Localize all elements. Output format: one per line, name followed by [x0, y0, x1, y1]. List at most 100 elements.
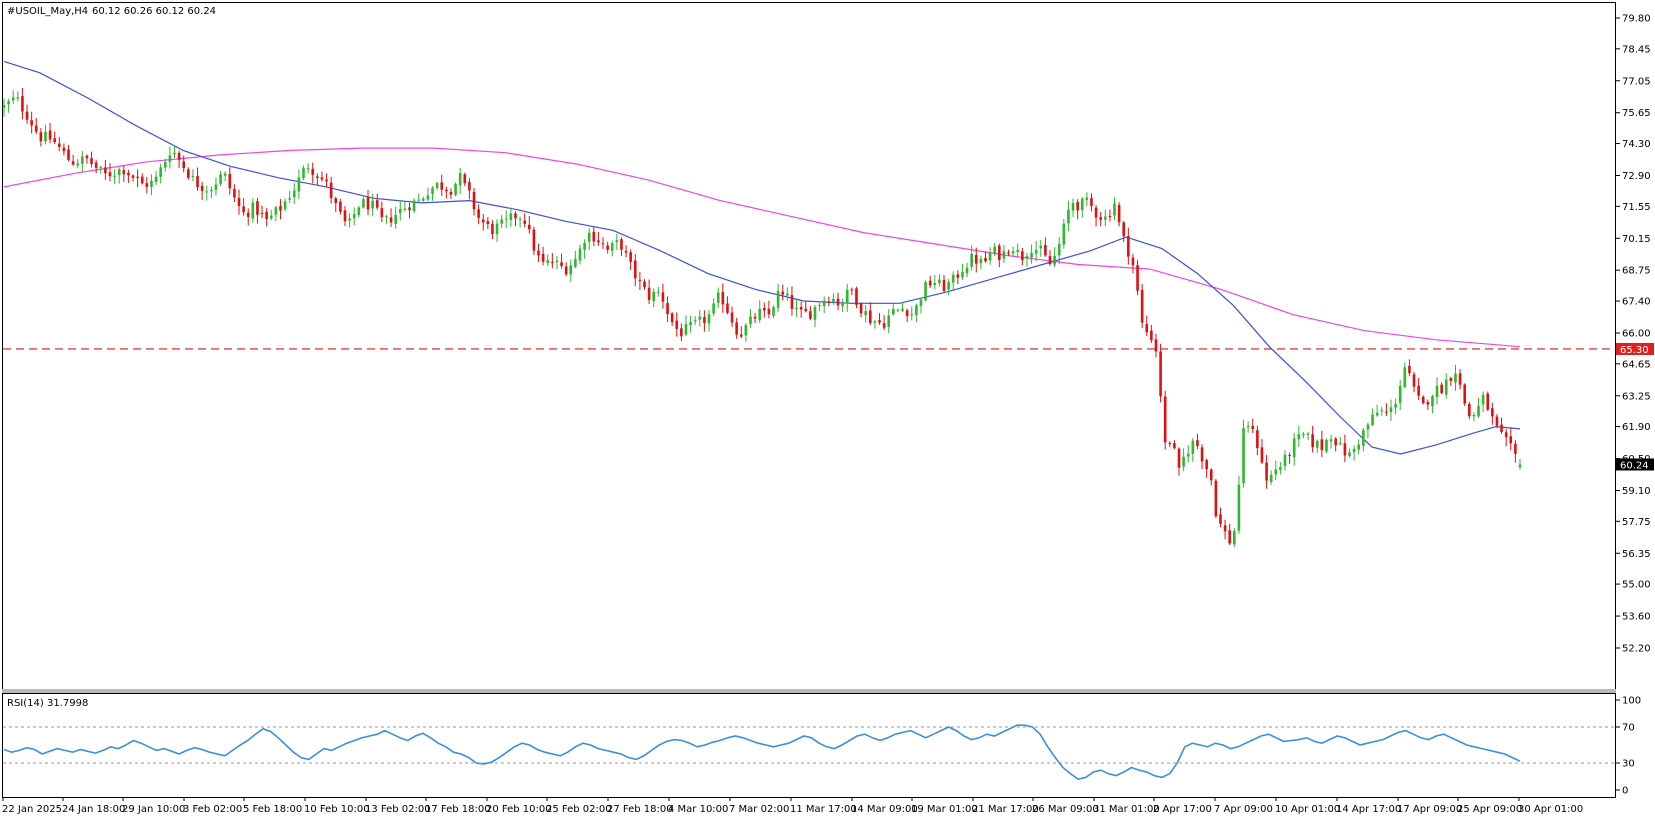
candle-body-bull [1057, 243, 1061, 256]
candle-body-bull [744, 325, 748, 336]
candle-body-bear [882, 323, 886, 328]
candle-body-bear [1209, 469, 1213, 481]
candle-body-bear [1468, 403, 1471, 417]
candle-body-bear [408, 207, 411, 211]
candle-body-bull [1380, 410, 1384, 412]
candle-body-bear [67, 149, 70, 161]
candle-body-bear [638, 279, 642, 281]
candle-body-bear [25, 111, 29, 120]
candle-body-bull [1067, 209, 1070, 224]
candle-body-bull [163, 161, 167, 168]
candle-body-bull [357, 207, 361, 215]
candle-body-bull [1242, 428, 1245, 484]
candle-body-bull [205, 191, 209, 193]
price-tick-label: 60.50 [1622, 454, 1651, 465]
candle-body-bear [1228, 530, 1232, 544]
candle-body-bull [684, 323, 688, 335]
rsi-axis[interactable]: 100 70 30 0 [1616, 696, 1641, 797]
candle-body-bull [398, 209, 402, 214]
candle-body-bear [1145, 323, 1149, 333]
candle-body-bear [735, 322, 738, 335]
candle-body-bear [666, 302, 669, 315]
price-tick-label: 59.10 [1622, 486, 1651, 497]
price-axis[interactable]: 79.80 78.45 77.05 75.65 74.30 72.90 71.55 70.15… [1616, 14, 1651, 655]
candle-body-bull [864, 311, 867, 315]
candles-group [2, 88, 1522, 548]
time-tick-label: 4 Mar 10:00 [668, 804, 728, 815]
current-price-marker [1616, 458, 1654, 471]
candle-body-bull [979, 258, 983, 264]
price-tick-label: 66.00 [1622, 329, 1651, 340]
candle-body-bear [1440, 384, 1443, 393]
candle-body-bear [246, 212, 250, 217]
candle-body-bear [670, 313, 674, 323]
candle-body-bull [288, 198, 291, 200]
candle-body-bear [122, 170, 126, 175]
candle-body-bear [260, 213, 264, 215]
time-tick-label: 14 Apr 17:00 [1336, 804, 1401, 815]
candle-body-bear [237, 198, 241, 207]
symbol-label: #USOIL_May,H4 [7, 6, 88, 17]
candle-body-bear [1127, 235, 1130, 257]
rsi-pane-frame[interactable] [2, 693, 1616, 798]
candle-body-bear [48, 130, 52, 140]
candle-body-bull [689, 321, 692, 326]
candle-body-bear [1163, 396, 1167, 443]
candle-body-bear [343, 210, 347, 222]
candle-body-bear [790, 295, 794, 309]
candle-body-bear [624, 250, 628, 253]
pane-separator[interactable] [2, 689, 1616, 693]
candle-body-bear [380, 208, 384, 218]
candle-body-bear [850, 289, 854, 291]
candle-body-bear [1007, 252, 1010, 254]
candle-body-bull [1472, 415, 1476, 417]
candle-body-bull [795, 307, 798, 310]
level-price-marker-label: 65.30 [1620, 345, 1649, 356]
candle-body-bull [385, 216, 388, 218]
candle-body-bear [528, 224, 531, 230]
candle-body-bear [1251, 426, 1255, 429]
candle-body-bull [786, 293, 789, 296]
candle-body-bear [680, 328, 683, 337]
ohlc-label: 60.12 60.26 60.12 60.24 [92, 6, 216, 17]
candle-body-bear [1099, 217, 1102, 220]
candle-body-bear [1021, 251, 1024, 261]
candle-body-bear [94, 162, 98, 168]
candle-body-bull [1279, 467, 1282, 471]
candle-body-bear [140, 176, 144, 184]
ma-slow-group [3, 147, 1521, 348]
candle-body-bull [716, 292, 720, 303]
price-tick-label: 77.05 [1622, 76, 1651, 87]
candle-body-bear [1412, 374, 1416, 387]
candle-body-bull [776, 290, 780, 308]
candle-body-bull [274, 207, 278, 215]
candle-body-bear [721, 291, 725, 305]
candle-body-bull [2, 105, 6, 108]
candle-body-bull [431, 187, 434, 194]
candle-body-bull [348, 218, 351, 221]
candle-body-bear [974, 254, 978, 264]
candle-body-bull [961, 271, 964, 278]
candle-body-bull [832, 298, 835, 303]
candle-body-bull [845, 289, 849, 304]
candle-body-bear [311, 168, 315, 175]
candle-body-bull [154, 176, 158, 183]
candle-body-bull [371, 200, 374, 209]
candle-body-bull [159, 167, 162, 177]
candle-body-bull [555, 260, 559, 263]
candle-body-bull [1182, 456, 1185, 467]
candle-body-bull [970, 253, 973, 267]
candle-body-bull [1371, 414, 1374, 426]
time-tick-label: 25 Apr 09:00 [1457, 804, 1522, 815]
candle-body-bull [1454, 373, 1457, 383]
time-tick-label: 21 Mar 17:00 [972, 804, 1039, 815]
candle-body-bear [514, 213, 517, 219]
candle-body-bear [809, 311, 812, 319]
candle-body-bear [468, 182, 471, 191]
price-tick-label: 71.55 [1622, 202, 1651, 213]
candle-body-bull [910, 314, 914, 316]
candle-body-bear [942, 279, 946, 291]
candle-body-bear [233, 188, 236, 198]
candle-body-bull [749, 316, 752, 325]
